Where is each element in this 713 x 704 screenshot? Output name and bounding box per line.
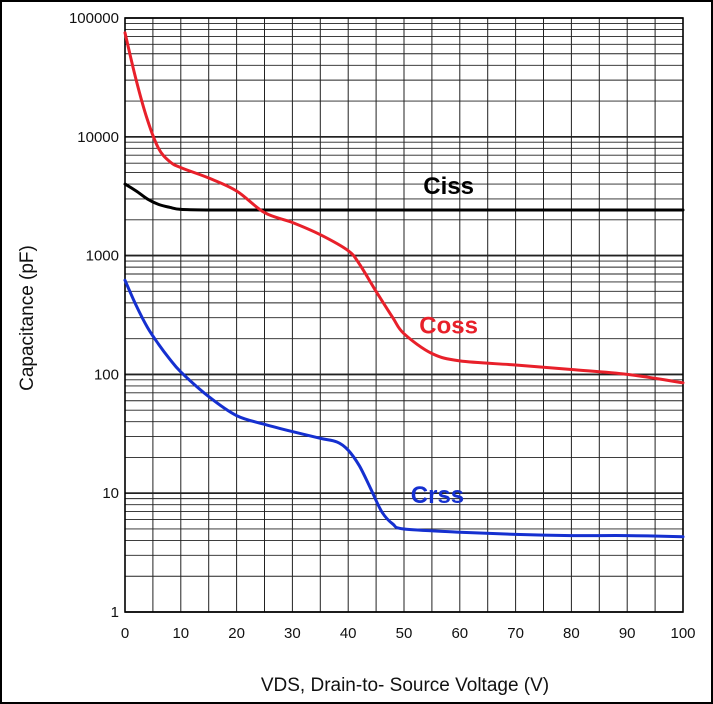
x-tick-label: 10 [172,625,189,642]
curve-coss [123,31,685,385]
y-tick-labels: 1 10 100 1000 10000 100000 [69,10,119,621]
plot-area-border [124,17,684,613]
y-tick-label: 10 [102,485,119,502]
y-tick-label: 1000 [86,248,119,265]
y-tick-label: 1 [111,604,119,621]
y-tick-label: 100000 [69,10,119,27]
y-tick-label: 100 [94,366,119,383]
curves [123,31,685,539]
x-tick-label: 50 [396,625,413,642]
label-coss: Coss [419,313,478,340]
x-tick-label: 70 [507,625,524,642]
curve-crss [123,278,685,539]
curve-labels: Ciss Coss Crss [411,173,478,509]
x-tick-label: 20 [228,625,245,642]
x-tick-labels: 0 10 20 30 40 50 60 70 80 90 100 [121,625,696,642]
y-tick-label: 10000 [77,129,119,146]
label-crss: Crss [411,482,464,509]
x-tick-label: 90 [619,625,636,642]
label-ciss: Ciss [423,173,474,200]
grid [124,17,684,613]
x-tick-label: 40 [340,625,357,642]
x-axis-title: VDS, Drain-to- Source Voltage (V) [261,675,549,696]
x-tick-label: 80 [563,625,580,642]
x-tick-label: 60 [451,625,468,642]
x-tick-label: 100 [670,625,695,642]
x-tick-label: 0 [121,625,129,642]
y-axis-title: Capacitance (pF) [17,245,38,391]
x-tick-label: 30 [284,625,301,642]
